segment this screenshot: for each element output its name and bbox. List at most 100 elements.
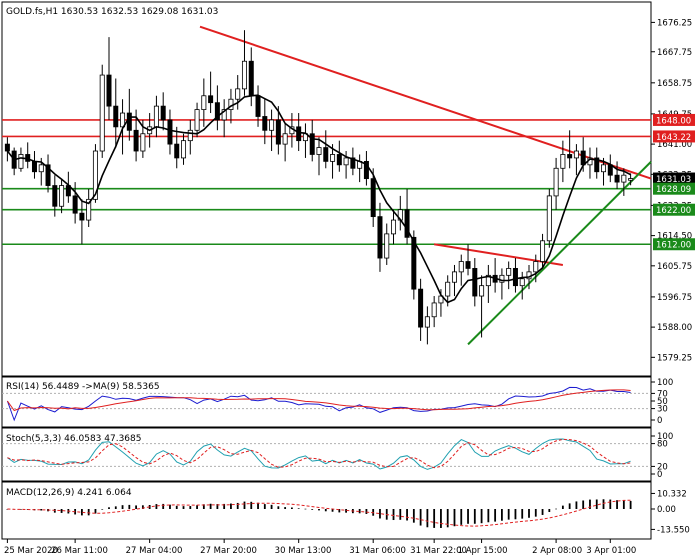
candle-body (479, 285, 485, 297)
macd-histogram-bar (250, 501, 253, 509)
candle-body (174, 143, 180, 159)
macd-histogram-bar (487, 509, 490, 523)
candle-body (181, 140, 187, 159)
candle (208, 71, 214, 114)
candle (194, 102, 200, 138)
macd-histogram-bar (446, 509, 449, 528)
moving-average-line (6, 94, 631, 304)
macd-histogram-bar (230, 503, 232, 509)
candle (445, 275, 451, 307)
candle (384, 223, 390, 265)
macd-histogram-bar (114, 506, 117, 509)
candle-body (580, 150, 586, 166)
candle (573, 144, 579, 176)
candle-body (330, 154, 336, 162)
candle (343, 151, 349, 179)
candle-body (31, 160, 37, 173)
candle-body (350, 157, 356, 169)
macd-histogram-bar (284, 507, 287, 509)
candle (485, 264, 491, 303)
time-tick-label: 1 Apr 15:00 (458, 546, 508, 556)
candle-body (262, 116, 268, 131)
candle (18, 147, 24, 172)
price-tick-label: 1605.75 (657, 262, 692, 272)
price-tick-label: 1614.50 (657, 232, 692, 242)
candle-body (106, 74, 112, 107)
candle-body (126, 112, 132, 131)
candle-body (52, 185, 58, 207)
macd-histogram-bar (494, 509, 497, 522)
macd-histogram-bar (121, 505, 124, 509)
stoch-panel-frame (1, 427, 652, 482)
macd-histogram-bar (440, 509, 442, 528)
macd-histogram-bar (94, 509, 97, 514)
time-tick-label: 31 Mar 22:00 (410, 546, 467, 556)
candle-body (336, 154, 342, 166)
candle (52, 175, 58, 217)
level-price-label-box (653, 172, 695, 185)
candle-body (546, 195, 552, 242)
candle-body (553, 167, 559, 197)
macd-histogram-bar (609, 499, 612, 509)
level-price-label-text: 1648.00 (656, 116, 691, 126)
macd-histogram-bar (602, 499, 605, 509)
candle-body (194, 109, 200, 131)
price-tick-label: 1588.00 (657, 323, 692, 333)
candle-body (160, 105, 166, 121)
macd-histogram-bar (616, 500, 618, 509)
rsi-tick-label: 50 (657, 397, 668, 407)
price-tick-label: 1579.25 (657, 353, 692, 363)
candle (221, 99, 227, 138)
time-tick-label: 25 Mar 2020 (4, 546, 58, 556)
candle-body (472, 268, 478, 297)
stoch-signal-line (7, 438, 631, 469)
candle-body (235, 88, 241, 100)
macd-histogram-bar (426, 509, 429, 528)
macd-histogram-bar (338, 509, 341, 513)
candle (235, 75, 241, 110)
macd-histogram-bar (548, 509, 551, 513)
macd-histogram-bar (589, 499, 591, 509)
macd-panel-title: MACD(12,26,9) 4.241 6.064 (6, 488, 132, 498)
candle (628, 173, 634, 186)
level-price-label-box (653, 203, 695, 216)
macd-histogram-bar (263, 504, 266, 509)
stoch-tick-label: 0 (657, 470, 662, 480)
candle (506, 261, 512, 290)
candle (458, 254, 464, 286)
macd-histogram-bar (277, 506, 280, 509)
candle-body (214, 102, 220, 121)
macd-histogram-bar (629, 500, 632, 509)
candle (174, 126, 180, 169)
candle-body (187, 129, 193, 142)
macd-tick-label: 0.00 (657, 505, 676, 515)
level-price-label-box (653, 238, 695, 251)
macd-histogram-bar (379, 509, 381, 519)
candle-body (424, 316, 430, 328)
level-price-label-text: 1628.09 (656, 185, 691, 195)
candle-body (533, 261, 539, 273)
macd-histogram-bar (406, 509, 408, 521)
candle-body (512, 268, 518, 287)
candle (594, 147, 600, 179)
candle (479, 275, 485, 338)
candle-body (540, 240, 546, 262)
candle (377, 202, 383, 272)
stoch-tick-label: 80 (657, 440, 668, 450)
macd-histogram-bar (189, 506, 192, 509)
price-tick-label: 1676.25 (657, 18, 692, 28)
macd-histogram-bar (196, 505, 198, 509)
candle (99, 64, 105, 158)
level-price-label: 1628.09 (653, 182, 695, 195)
macd-histogram-bar (257, 502, 259, 509)
candle-body (275, 119, 281, 145)
candle-body (133, 129, 139, 152)
candle (404, 189, 410, 245)
candle-body (384, 233, 390, 259)
candle-body (628, 178, 634, 181)
candle (431, 296, 437, 328)
price-tick-label: 1658.75 (657, 79, 692, 89)
candle-body (255, 95, 261, 117)
macd-histogram-bar (528, 509, 530, 518)
